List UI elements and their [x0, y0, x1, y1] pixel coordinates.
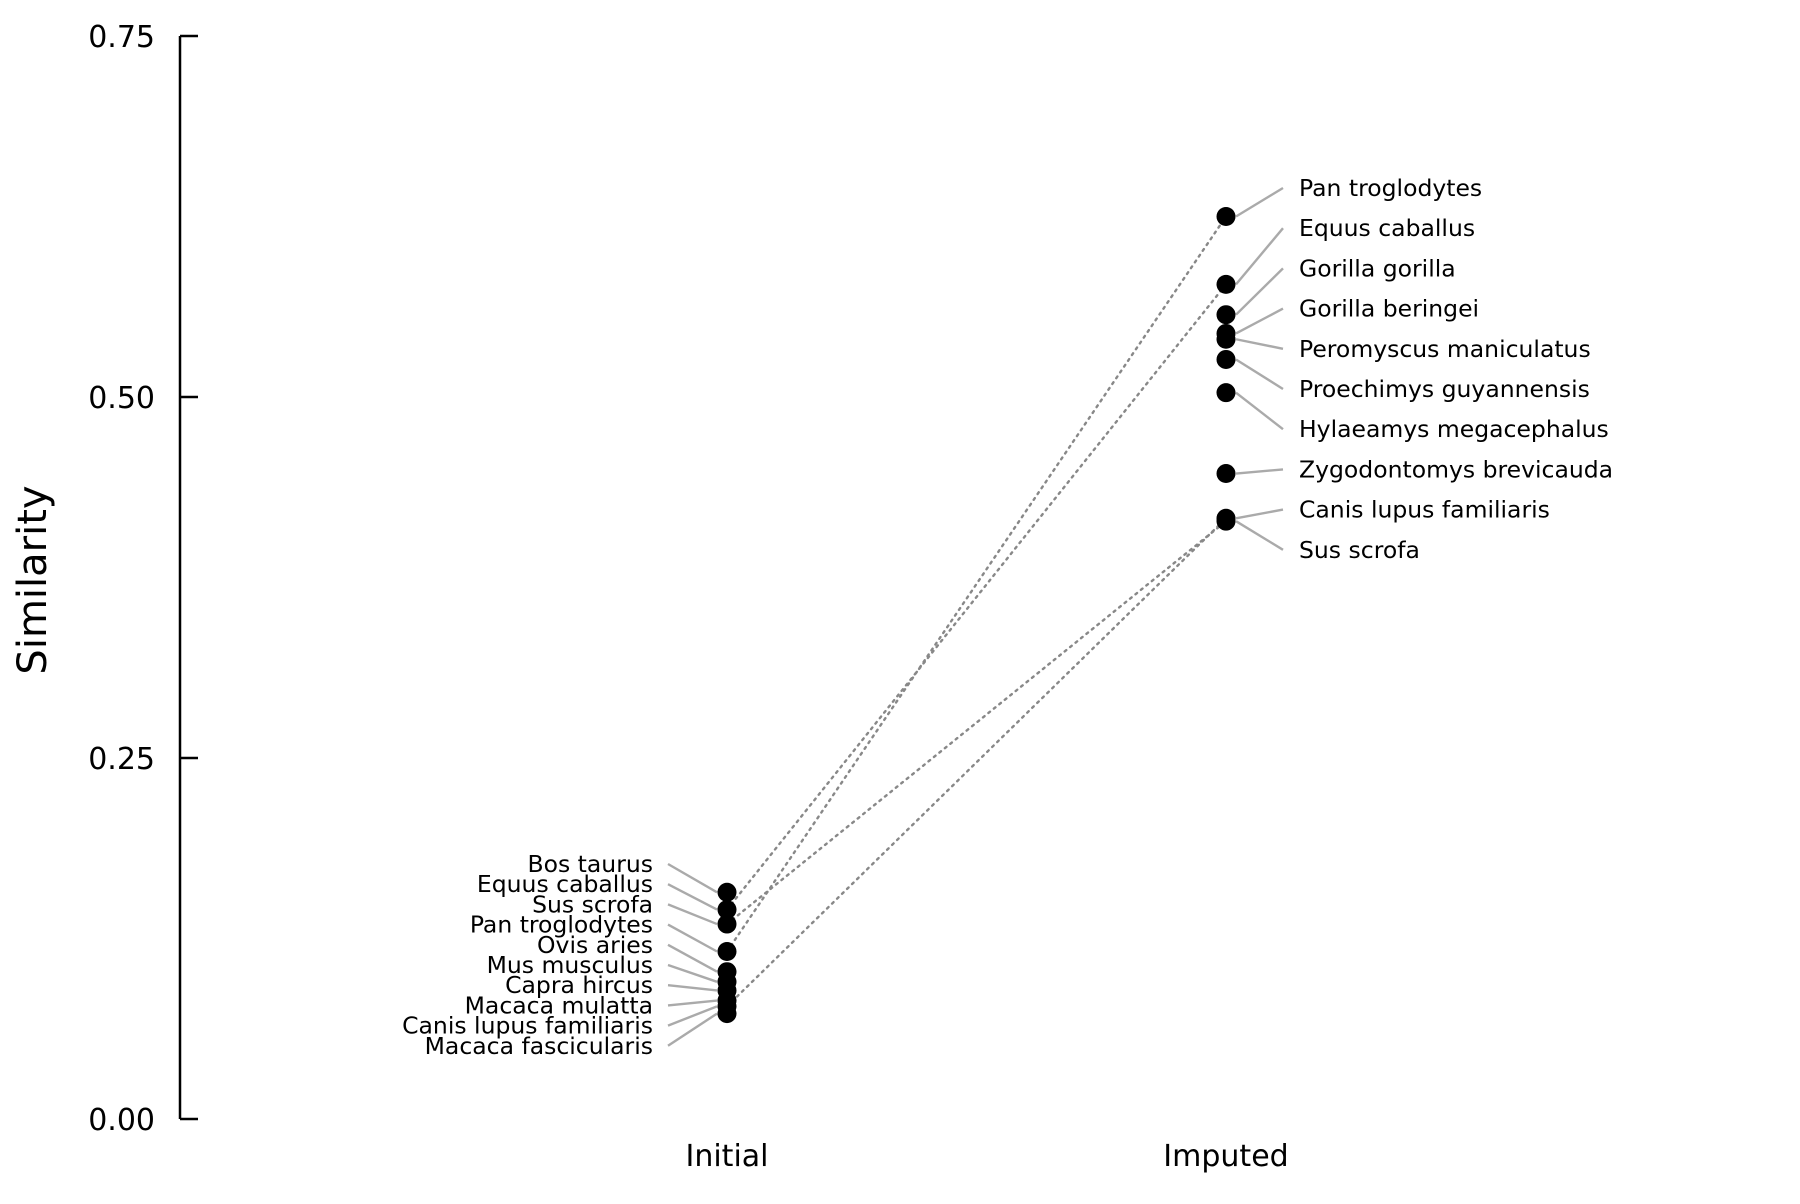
point-label: Proechimys guyannensis	[1299, 375, 1590, 403]
leader-line	[1235, 391, 1284, 431]
point-label: Pan troglodytes	[1299, 174, 1482, 202]
point-label: Ovis aries	[537, 931, 653, 959]
leader-line	[1235, 508, 1284, 520]
leader-line	[667, 883, 718, 911]
point-label: Macaca fascicularis	[425, 1032, 653, 1060]
connector-line	[725, 517, 1228, 1008]
point-label: Gorilla gorilla	[1299, 254, 1456, 282]
leader-line	[1235, 227, 1284, 286]
category-label-initial: Initial	[685, 1139, 768, 1174]
leader-line	[1235, 358, 1284, 391]
data-point	[1216, 329, 1236, 349]
point-label: Pan troglodytes	[470, 911, 653, 939]
point-label: Peromyscus maniculatus	[1299, 335, 1591, 363]
y-axis: 0.00 0.25 0.50 0.75	[88, 20, 198, 1138]
data-point	[1216, 383, 1236, 403]
point-label: Zygodontomys brevicauda	[1299, 455, 1613, 483]
point-label: Capra hircus	[505, 971, 653, 999]
data-point	[717, 941, 737, 961]
data-point	[717, 1004, 737, 1024]
leader-line	[667, 999, 718, 1007]
data-point	[717, 882, 737, 902]
connector-line	[725, 215, 1228, 953]
y-tick-label: 0.25	[88, 742, 155, 777]
leader-line	[1235, 468, 1284, 475]
data-point	[1216, 274, 1236, 294]
point-label: Macaca mulatta	[465, 991, 653, 1019]
leader-line	[667, 923, 718, 953]
data-point	[1216, 305, 1236, 325]
data-point	[1216, 349, 1236, 369]
y-tick-label: 0.50	[88, 381, 155, 416]
point-label: Canis lupus familiaris	[1299, 496, 1550, 524]
leader-line	[667, 984, 718, 992]
leader-line	[667, 943, 718, 973]
y-tick-label: 0.00	[88, 1103, 155, 1138]
category-label-imputed: Imputed	[1163, 1139, 1288, 1174]
point-label: Sus scrofa	[532, 890, 653, 918]
leader-line	[667, 862, 718, 894]
point-label: Equus caballus	[1299, 214, 1475, 242]
point-label: Hylaeamys megacephalus	[1299, 415, 1609, 443]
data-point	[1216, 511, 1236, 531]
leader-line	[667, 1012, 718, 1047]
leader-line	[1235, 186, 1284, 218]
data-point	[1216, 207, 1236, 226]
leader-line	[1235, 307, 1284, 335]
category-labels: Initial Imputed	[685, 1139, 1288, 1174]
data-points	[717, 207, 1236, 1024]
point-label: Equus caballus	[477, 870, 653, 898]
label-leader-lines	[667, 186, 1284, 1047]
point-label: Gorilla beringei	[1299, 295, 1479, 323]
leader-line	[667, 1005, 718, 1027]
leader-line	[1235, 267, 1284, 316]
y-axis-title: Similarity	[10, 485, 56, 674]
data-point	[717, 914, 737, 934]
point-label: Bos taurus	[527, 850, 653, 878]
leader-line	[667, 903, 718, 926]
data-point	[1216, 464, 1236, 484]
connector-lines	[725, 215, 1228, 1008]
connector-line	[725, 283, 1228, 911]
point-label: Sus scrofa	[1299, 536, 1420, 564]
y-tick-label: 0.75	[88, 20, 155, 55]
leader-line	[667, 963, 718, 983]
point-label: Mus musculus	[487, 951, 653, 979]
data-point	[717, 900, 737, 920]
connector-line	[725, 519, 1228, 926]
point-label: Canis lupus familiaris	[402, 1012, 653, 1040]
leader-line	[1235, 520, 1284, 551]
leader-line	[1235, 338, 1284, 350]
